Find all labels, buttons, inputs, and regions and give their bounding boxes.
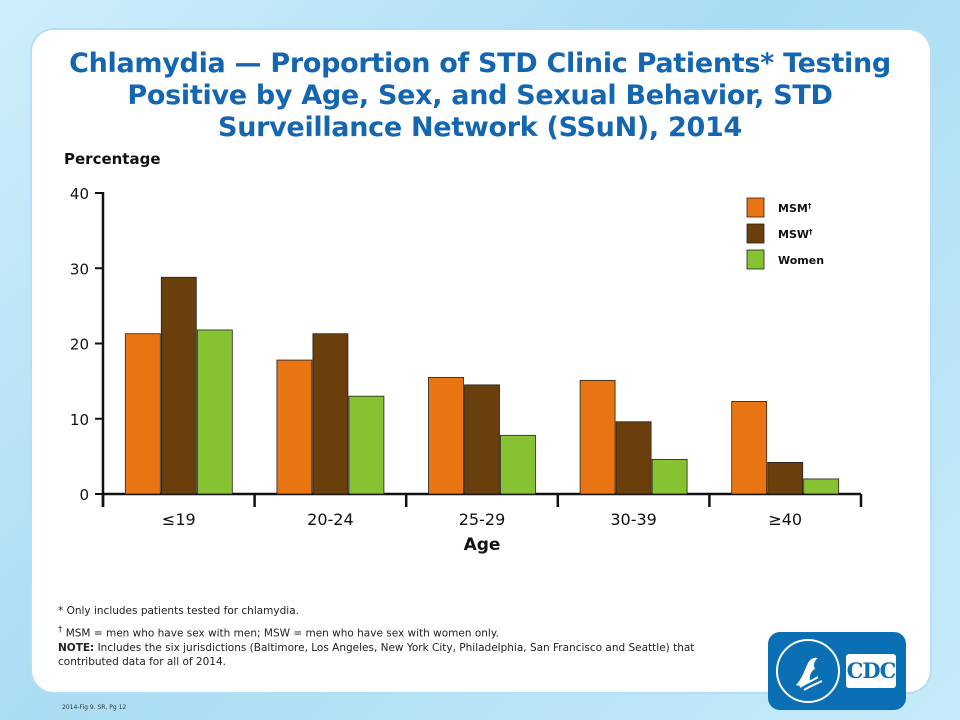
legend-label-msw: MSW† (778, 228, 813, 241)
cdc-wordmark: CDC (846, 654, 896, 688)
y-tick-label: 0 (79, 486, 89, 504)
bar-msm (731, 401, 768, 495)
bar-msm (579, 379, 616, 495)
footnote-definitions-text: MSM = men who have sex with men; MSW = m… (62, 627, 499, 640)
bar-msm (276, 359, 313, 495)
footnote-tested: * Only includes patients tested for chla… (58, 605, 299, 617)
legend-swatch-women (746, 249, 765, 270)
footnote-note: NOTE: Includes the six jurisdictions (Ba… (58, 641, 698, 669)
bar-women (651, 458, 688, 495)
bar-msw (767, 461, 804, 495)
bar-msw (312, 333, 349, 495)
legend-label-msm: MSM† (778, 202, 812, 215)
x-tick-label: 30-39 (610, 510, 657, 529)
x-axis-label: Age (464, 535, 501, 555)
x-tick-label: 25-29 (459, 510, 506, 529)
bar-msw (615, 421, 652, 495)
y-tick-label: 40 (70, 185, 89, 203)
note-text: Includes the six jurisdictions (Baltimor… (58, 642, 695, 668)
bar-msm (124, 333, 161, 495)
bar-women (500, 434, 536, 495)
y-axis-label: Percentage (64, 150, 161, 168)
legend-dagger: † (808, 202, 812, 210)
bar-msw (160, 276, 197, 495)
legend-dagger: † (809, 228, 813, 236)
bar-women (803, 478, 840, 495)
legend-swatch-msm (746, 197, 765, 218)
hhs-seal-icon (776, 639, 840, 703)
x-tick-label: 20-24 (307, 510, 354, 529)
chart-title: Chlamydia — Proportion of STD Clinic Pat… (69, 48, 891, 143)
y-tick-label: 10 (70, 411, 89, 429)
dagger-mark: † (58, 625, 63, 635)
bar-women (196, 329, 233, 495)
x-tick-label: ≥40 (768, 510, 802, 529)
bar-msw (464, 384, 500, 495)
cdc-logo: CDC (768, 632, 906, 710)
note-label: NOTE: (58, 642, 95, 654)
footnote-definitions: † MSM = men who have sex with men; MSW =… (58, 623, 499, 641)
bar-chart: 0 10 20 30 40 ≤19 20-24 25-29 30-39 ≥40 Age MSM† MSW… (70, 185, 863, 555)
x-tick-label: ≤19 (162, 510, 196, 529)
bar-women (348, 395, 385, 495)
y-tick-label: 20 (70, 336, 89, 354)
legend-swatch-msw (746, 223, 765, 244)
eagle-profile-icon (796, 657, 823, 691)
bar-msm (428, 376, 464, 495)
legend-label-women: Women (778, 254, 824, 267)
y-tick-label: 30 (70, 260, 89, 278)
figure-reference: 2014-Fig 9. SR, Pg 12 (62, 704, 127, 711)
